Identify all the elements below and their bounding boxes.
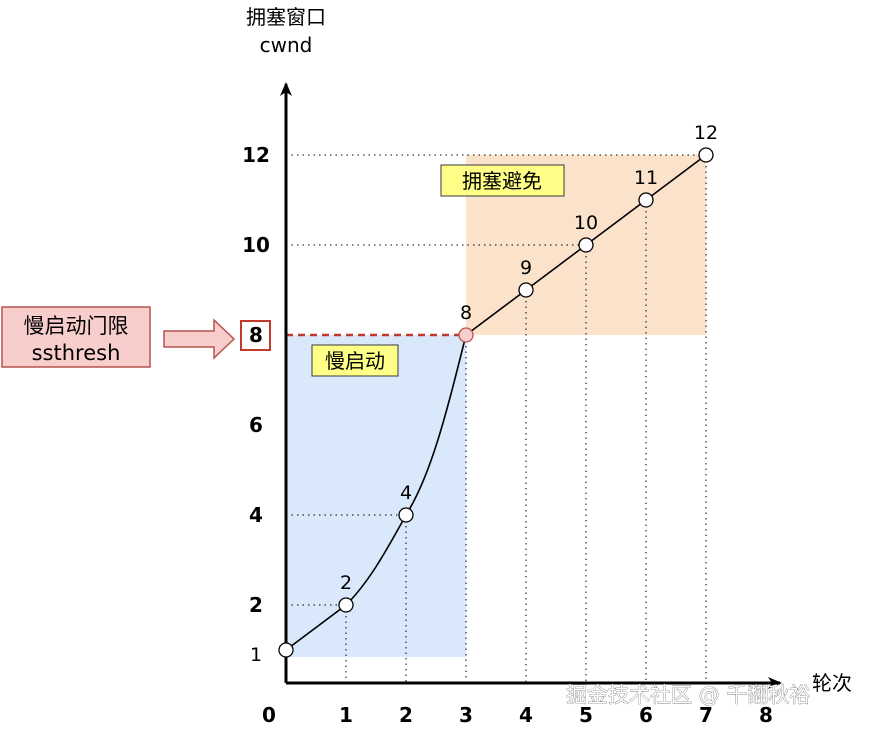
y-tick-labels: 2 4 6 8 10 12 1 — [242, 143, 270, 666]
zone-labels: 慢启动 拥塞避免 — [311, 164, 565, 377]
x-tick-label: 1 — [339, 703, 353, 727]
data-point — [458, 327, 474, 343]
data-point — [638, 192, 654, 208]
x-tick-label: 0 — [262, 703, 276, 727]
data-point-label: 9 — [520, 257, 532, 279]
x-axis-title: 轮次 — [812, 671, 852, 695]
watermark: 掘金技术社区 @ 千翻秋裕 — [566, 683, 810, 707]
region-slow-start — [286, 335, 466, 657]
y-axis-title: 拥塞窗口 — [246, 5, 326, 29]
data-point-labels: 2 4 8 9 10 11 12 — [340, 122, 718, 594]
y-tick-label: 6 — [249, 413, 263, 437]
data-point-label: 12 — [694, 122, 718, 144]
x-tick-label: 2 — [399, 703, 413, 727]
threshold-callout: 慢启动门限 ssthresh — [1, 306, 236, 368]
data-point — [398, 507, 414, 523]
data-point — [698, 147, 714, 163]
data-point-label: 8 — [460, 302, 472, 324]
data-point-label: 10 — [574, 212, 598, 234]
series-line — [285, 154, 707, 651]
x-tick-label: 6 — [639, 703, 653, 727]
x-tick-label: 3 — [459, 703, 473, 727]
y-tick-label: 4 — [249, 503, 263, 527]
zone-label-congestion-avoidance: 拥塞避免 — [462, 169, 542, 193]
threshold-tick-box — [240, 320, 271, 351]
threshold-callout-line1: 慢启动门限 — [24, 314, 129, 338]
data-point-label: 11 — [634, 167, 658, 189]
y-axis-subtitle: cwnd — [260, 33, 313, 57]
x-tick-label: 4 — [519, 703, 533, 727]
data-point — [278, 642, 294, 658]
data-points — [278, 147, 714, 658]
y-base-label: 1 — [250, 644, 262, 666]
x-tick-labels: 0 1 2 3 4 5 6 7 8 — [262, 703, 773, 727]
x-tick-label: 7 — [699, 703, 713, 727]
threshold-callout-arrow — [163, 318, 236, 360]
y-tick-label: 8 — [249, 323, 263, 347]
data-point — [518, 282, 534, 298]
zone-label-box-congestion-avoidance — [440, 164, 565, 197]
x-tick-label: 5 — [579, 703, 593, 727]
data-point-label: 2 — [340, 572, 352, 594]
data-point-label: 4 — [400, 482, 412, 504]
threshold-callout-box — [1, 306, 151, 368]
guide-lines — [286, 154, 707, 683]
zone-label-slow-start: 慢启动 — [325, 349, 385, 373]
y-tick-label: 12 — [242, 143, 270, 167]
threshold-callout-line2: ssthresh — [32, 341, 121, 365]
y-tick-label: 10 — [242, 233, 270, 257]
zone-label-box-slow-start — [311, 344, 399, 377]
data-point — [338, 597, 354, 613]
x-tick-label: 8 — [759, 703, 773, 727]
y-tick-label: 2 — [249, 593, 263, 617]
data-point — [578, 237, 594, 253]
